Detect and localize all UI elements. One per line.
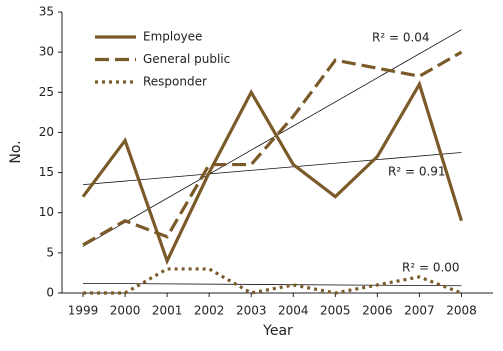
x-tick-label: 1999 — [68, 304, 99, 318]
y-tick-label: 15 — [39, 165, 54, 179]
series-line — [83, 267, 463, 295]
x-tick-label: 2001 — [152, 304, 183, 318]
y-tick-label: 25 — [39, 85, 54, 99]
x-axis-label: Year — [262, 323, 293, 339]
x-tick-label: 2003 — [236, 304, 267, 318]
y-tick-label: 30 — [39, 45, 54, 59]
series-line — [81, 80, 463, 266]
trend-line — [83, 282, 462, 287]
x-tick-label: 2008 — [446, 304, 477, 318]
r-squared-label: R² = 0.00 — [402, 261, 460, 275]
x-tick-label: 2002 — [194, 304, 225, 318]
r-squared-label: R² = 0.91 — [388, 165, 446, 179]
y-axis-label: No. — [8, 140, 24, 163]
x-tick-label: 2005 — [320, 304, 351, 318]
y-tick-label: 20 — [39, 125, 54, 139]
legend-label: General public — [143, 52, 230, 66]
x-tick-label: 2006 — [362, 304, 393, 318]
series-line — [82, 50, 463, 247]
legend-label: Employee — [143, 30, 202, 44]
y-tick-label: 10 — [39, 205, 54, 219]
y-tick-label: 35 — [39, 5, 54, 19]
y-tick-label: 0 — [46, 286, 54, 300]
x-tick-label: 2000 — [110, 304, 141, 318]
x-tick-label: 2004 — [278, 304, 309, 318]
y-tick-label: 5 — [46, 245, 54, 259]
x-tick-label: 2007 — [404, 304, 435, 318]
trend-line — [82, 152, 462, 186]
legend-label: Responder — [143, 75, 207, 89]
r-squared-label: R² = 0.04 — [372, 31, 430, 45]
